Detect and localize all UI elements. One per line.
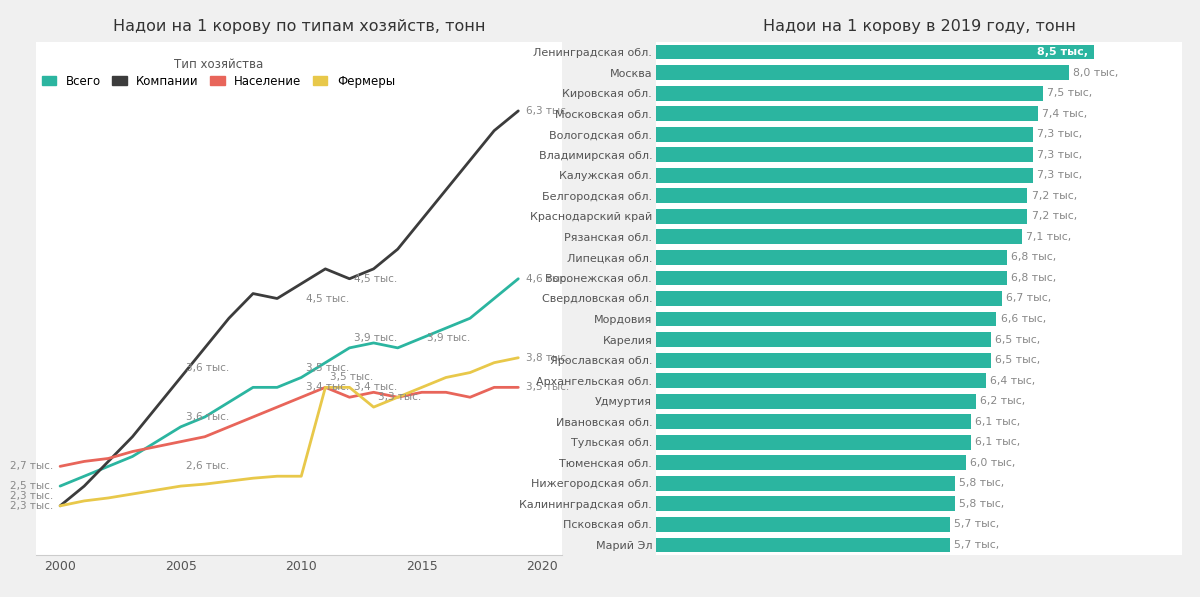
Text: 5,7 тыс,: 5,7 тыс, [954, 540, 1000, 550]
Text: 6,8 тыс,: 6,8 тыс, [1010, 273, 1056, 283]
Bar [656, 168, 1032, 183]
Text: 4,5 тыс.: 4,5 тыс. [354, 273, 397, 284]
Text: 3,8 тыс.: 3,8 тыс. [526, 353, 569, 363]
Text: 2,3 тыс.: 2,3 тыс. [10, 501, 53, 511]
Text: 8,0 тыс,: 8,0 тыс, [1073, 67, 1118, 78]
Title: Надои на 1 корову в 2019 году, тонн: Надои на 1 корову в 2019 году, тонн [763, 19, 1075, 33]
Title: Надои на 1 корову по типам хозяйств, тонн: Надои на 1 корову по типам хозяйств, тон… [113, 19, 485, 33]
Text: 6,3 тыс.: 6,3 тыс. [526, 106, 569, 116]
Bar [656, 353, 991, 368]
Bar [656, 106, 1038, 121]
Text: 6,1 тыс,: 6,1 тыс, [974, 437, 1020, 447]
Text: 5,8 тыс,: 5,8 тыс, [959, 478, 1004, 488]
Bar [656, 414, 971, 429]
Legend: Всего, Компании, Население, Фермеры: Всего, Компании, Население, Фермеры [42, 58, 395, 88]
Text: 3,6 тыс.: 3,6 тыс. [186, 412, 229, 422]
Bar [656, 435, 971, 450]
Bar [656, 476, 955, 491]
Text: 6,7 тыс,: 6,7 тыс, [1006, 294, 1051, 303]
Text: 6,5 тыс,: 6,5 тыс, [996, 334, 1040, 344]
Bar [656, 373, 986, 388]
Text: 6,6 тыс,: 6,6 тыс, [1001, 314, 1046, 324]
Text: 2,5 тыс.: 2,5 тыс. [10, 481, 53, 491]
Bar [656, 456, 966, 470]
Bar [656, 65, 1069, 80]
Text: 5,8 тыс,: 5,8 тыс, [959, 499, 1004, 509]
Text: 6,1 тыс,: 6,1 тыс, [974, 417, 1020, 427]
Bar [656, 270, 1007, 285]
Bar [656, 394, 976, 408]
Text: 2,6 тыс.: 2,6 тыс. [186, 461, 229, 471]
Bar [656, 86, 1043, 100]
Text: 7,2 тыс,: 7,2 тыс, [1032, 191, 1076, 201]
Bar [656, 147, 1032, 162]
Bar [656, 209, 1027, 224]
Bar [656, 189, 1027, 203]
Bar [656, 229, 1022, 244]
Text: 4,6 тыс.: 4,6 тыс. [526, 274, 569, 284]
Text: 4,5 тыс.: 4,5 тыс. [306, 294, 349, 303]
Text: 7,1 тыс,: 7,1 тыс, [1026, 232, 1072, 242]
Bar [656, 332, 991, 347]
Text: 3,5 тыс.: 3,5 тыс. [306, 362, 349, 373]
Text: 5,7 тыс,: 5,7 тыс, [954, 519, 1000, 530]
Text: 3,4 тыс.: 3,4 тыс. [354, 382, 397, 392]
Text: 7,3 тыс,: 7,3 тыс, [1037, 150, 1082, 160]
Text: 7,3 тыс,: 7,3 тыс, [1037, 170, 1082, 180]
Text: 6,8 тыс,: 6,8 тыс, [1010, 253, 1056, 263]
Text: 2,7 тыс.: 2,7 тыс. [10, 461, 53, 472]
Text: 7,2 тыс,: 7,2 тыс, [1032, 211, 1076, 221]
Text: 7,5 тыс,: 7,5 тыс, [1046, 88, 1092, 98]
Text: 6,2 тыс,: 6,2 тыс, [980, 396, 1025, 406]
Text: 3,5 тыс.: 3,5 тыс. [526, 382, 569, 392]
Text: 6,0 тыс,: 6,0 тыс, [970, 458, 1015, 468]
Text: 3,6 тыс.: 3,6 тыс. [186, 362, 229, 373]
Text: 7,4 тыс,: 7,4 тыс, [1042, 109, 1087, 119]
Bar [656, 127, 1032, 141]
Text: 6,5 тыс,: 6,5 тыс, [996, 355, 1040, 365]
Bar [656, 45, 1094, 60]
Bar [656, 497, 955, 511]
Bar [656, 250, 1007, 265]
Text: 3,4 тыс.: 3,4 тыс. [306, 382, 349, 392]
Text: 3,9 тыс.: 3,9 тыс. [427, 333, 470, 343]
Text: 8,5 тыс,: 8,5 тыс, [1037, 47, 1088, 57]
Text: 2,3 тыс.: 2,3 тыс. [10, 491, 53, 501]
Bar [656, 291, 1002, 306]
Bar [656, 312, 996, 327]
Text: 3,3 тыс.: 3,3 тыс. [378, 392, 421, 402]
Text: 7,3 тыс,: 7,3 тыс, [1037, 129, 1082, 139]
Text: 3,5 тыс.: 3,5 тыс. [330, 373, 373, 383]
Text: 6,4 тыс,: 6,4 тыс, [990, 376, 1036, 386]
Text: 3,9 тыс.: 3,9 тыс. [354, 333, 397, 343]
Bar [656, 517, 950, 532]
Bar [656, 537, 950, 552]
